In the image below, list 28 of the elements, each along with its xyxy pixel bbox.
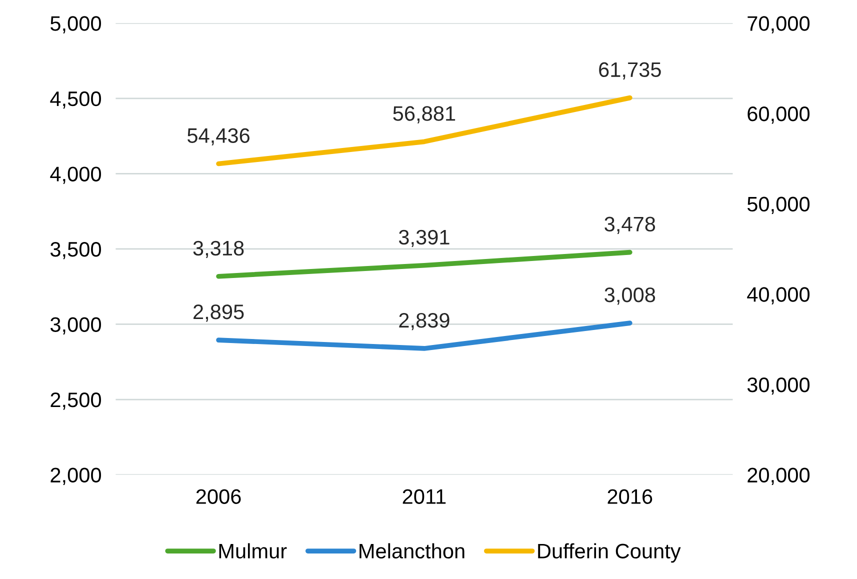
data-label: 2,839 (399, 312, 450, 330)
y2-tick-label: 70,000 (748, 16, 810, 34)
y2-tick-label: 60,000 (748, 106, 810, 124)
x-tick-label: 2016 (608, 489, 652, 504)
y2-tick-label: 40,000 (747, 287, 810, 304)
data-label: 3,318 (193, 240, 244, 258)
data-label: 3,391 (398, 230, 450, 248)
legend-label: Melancthon (360, 543, 464, 559)
y2-tick-label: 50,000 (747, 196, 810, 214)
data-label: 54,436 (188, 128, 250, 146)
legend-label: Mulmur (219, 543, 287, 559)
y-tick-label: 3,500 (50, 242, 101, 260)
x-tick-label: 2011 (402, 489, 446, 504)
y2-tick-label: 30,000 (747, 377, 810, 395)
y-tick-label: 4,000 (50, 166, 101, 184)
y-tick-label: 3,000 (50, 317, 101, 334)
y-tick-label: 5,000 (50, 16, 101, 34)
legend-label: Dufferin County (538, 543, 681, 563)
y2-tick-label: 20,000 (748, 468, 810, 485)
x-tick-label: 2006 (196, 489, 241, 504)
data-label: 61,735 (599, 62, 661, 80)
data-label: 3,478 (604, 216, 656, 234)
data-label: 2,895 (194, 304, 244, 322)
data-label: 56,881 (393, 106, 456, 124)
y-tick-label: 2,500 (50, 392, 101, 410)
data-label: 3,008 (604, 288, 656, 305)
y-tick-label: 4,500 (50, 91, 101, 109)
y-tick-label: 2,000 (50, 468, 101, 485)
